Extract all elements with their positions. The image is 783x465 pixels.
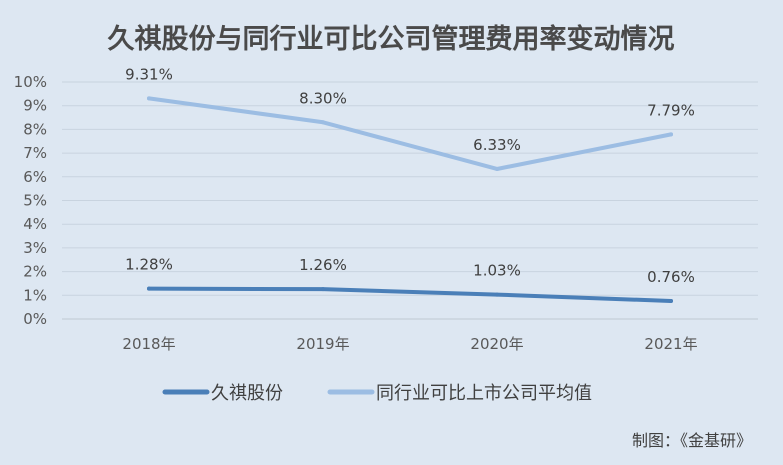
- chart-title: 久祺股份与同行业可比公司管理费用率变动情况: [108, 23, 675, 55]
- legend: 久祺股份 同行业可比上市公司平均值: [162, 383, 592, 404]
- gridlines: [62, 81, 758, 320]
- x-tick-label: 2018年: [122, 335, 175, 353]
- data-label: 0.76%: [647, 268, 695, 286]
- data-point: [669, 298, 673, 303]
- x-tick-label: 2020年: [470, 335, 523, 353]
- y-tick-label: 6%: [23, 168, 47, 186]
- data-point: [321, 120, 325, 125]
- y-tick-label: 1%: [23, 286, 47, 304]
- legend-label: 久祺股份: [211, 383, 283, 404]
- x-tick-label: 2021年: [644, 335, 697, 353]
- y-tick-label: 0%: [23, 310, 47, 328]
- legend-label: 同行业可比上市公司平均值: [376, 383, 592, 404]
- data-point: [495, 166, 499, 171]
- y-tick-label: 2%: [23, 263, 47, 281]
- data-label: 8.30%: [299, 89, 347, 107]
- data-label: 1.26%: [299, 256, 347, 274]
- data-label: 9.31%: [125, 65, 173, 83]
- series-line-2: [147, 96, 673, 171]
- data-label: 6.33%: [473, 136, 521, 154]
- y-tick-label: 3%: [23, 239, 47, 257]
- data-point: [147, 286, 151, 291]
- data-point: [321, 287, 325, 292]
- data-point: [147, 96, 151, 101]
- x-axis-ticks: 2018年 2019年 2020年 2021年: [122, 335, 697, 353]
- y-tick-label: 9%: [23, 97, 47, 115]
- y-tick-label: 8%: [23, 120, 47, 138]
- credit-text: 制图：《金基研》: [632, 431, 752, 450]
- data-labels: 1.28% 1.26% 1.03% 0.76% 9.31% 8.30% 6.33% 7.79%: [125, 65, 695, 286]
- y-tick-label: 10%: [14, 73, 47, 91]
- data-label: 1.03%: [473, 262, 521, 280]
- data-label: 1.28%: [125, 256, 173, 274]
- x-tick-label: 2019年: [296, 335, 349, 353]
- y-tick-label: 5%: [23, 192, 47, 210]
- series-line-1: [147, 286, 673, 303]
- data-point: [495, 292, 499, 297]
- series-lines: [147, 96, 673, 303]
- y-axis-ticks: 0% 1% 2% 3% 4% 5% 6% 7% 8% 9% 10%: [14, 73, 47, 328]
- y-tick-label: 7%: [23, 144, 47, 162]
- y-tick-label: 4%: [23, 215, 47, 233]
- data-point: [669, 132, 673, 137]
- data-label: 7.79%: [647, 101, 695, 119]
